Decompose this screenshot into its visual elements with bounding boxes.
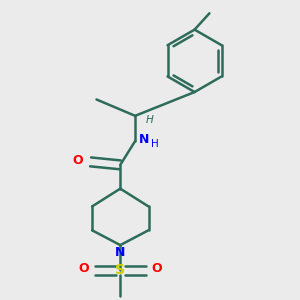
- Text: N: N: [115, 246, 125, 259]
- Text: O: O: [73, 154, 83, 167]
- Text: O: O: [78, 262, 89, 275]
- Text: S: S: [115, 263, 125, 277]
- Text: H: H: [152, 139, 159, 149]
- Text: N: N: [139, 133, 149, 146]
- Text: O: O: [152, 262, 162, 275]
- Text: H: H: [146, 115, 153, 125]
